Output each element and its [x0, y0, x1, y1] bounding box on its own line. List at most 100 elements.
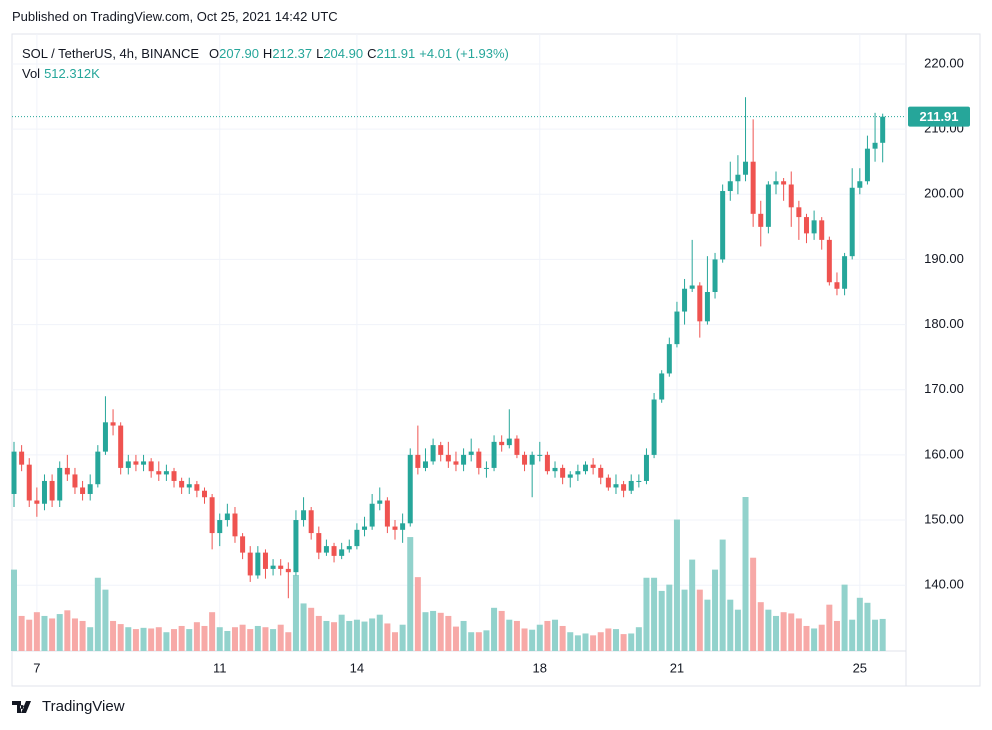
- volume-bar: [719, 539, 726, 651]
- volume-bar: [102, 589, 109, 651]
- candle-body: [788, 184, 794, 208]
- candle-body: [727, 181, 733, 192]
- candle-body: [735, 174, 741, 182]
- legend-row: SOL / TetherUS, 4h, BINANCE O207.90 H212.3…: [22, 44, 513, 64]
- candle-body: [339, 549, 345, 556]
- volume-bar: [33, 612, 40, 651]
- x-tick-label: 7: [33, 660, 40, 675]
- volume-bar: [209, 612, 216, 651]
- candle-body: [179, 480, 185, 488]
- volume-bar: [704, 599, 711, 651]
- volume-bar: [605, 628, 612, 651]
- footer: TradingView: [12, 698, 125, 715]
- volume-bar: [407, 537, 414, 651]
- legend-key: O: [209, 46, 220, 61]
- volume-bar: [148, 628, 155, 651]
- candle-body: [34, 500, 40, 504]
- volume-bar: [681, 589, 688, 651]
- candle-body: [575, 471, 581, 475]
- volume-bar: [483, 630, 490, 651]
- candle-body: [598, 467, 604, 478]
- candle-body: [773, 181, 779, 185]
- volume-bar: [392, 632, 398, 651]
- candle-body: [643, 454, 649, 481]
- candle-body: [415, 454, 421, 468]
- volume-bar: [544, 620, 551, 651]
- volume-bar: [11, 569, 17, 651]
- volume-bar: [818, 624, 825, 651]
- candle-body: [400, 523, 406, 530]
- candle-body: [453, 461, 459, 465]
- volume-bar: [841, 584, 848, 651]
- candle-body: [506, 438, 512, 446]
- candle-body: [803, 217, 809, 234]
- volume-bar: [773, 615, 779, 651]
- volume-bar: [727, 599, 734, 651]
- volume-bar: [460, 620, 467, 651]
- volume-bar: [635, 627, 642, 651]
- candle-body: [842, 256, 848, 289]
- candle-body: [285, 568, 291, 573]
- volume-bar: [193, 622, 200, 651]
- candle-body: [217, 520, 223, 534]
- candle-body: [689, 285, 695, 289]
- candle-body: [468, 451, 474, 455]
- candle-body: [407, 454, 413, 524]
- volume-bar: [79, 620, 86, 651]
- volume-bar: [254, 625, 261, 651]
- candle-body: [537, 454, 543, 456]
- volume-bar: [468, 632, 475, 651]
- candle-body: [19, 451, 25, 465]
- volume-bar: [308, 607, 315, 651]
- volume-bar: [780, 612, 787, 651]
- volume-bar: [879, 618, 886, 651]
- y-tick-label: 140.00: [924, 577, 964, 592]
- candle-body: [49, 480, 55, 501]
- volume-bar: [765, 609, 772, 651]
- volume-bar: [346, 620, 353, 651]
- volume-bar: [742, 497, 749, 651]
- candle-body: [682, 288, 688, 312]
- candle-body: [438, 445, 444, 455]
- candle-body: [293, 520, 299, 573]
- candle-body: [186, 484, 192, 488]
- candle-body: [308, 510, 314, 534]
- candle-body: [712, 259, 718, 293]
- candle-body: [621, 484, 627, 491]
- candle-body: [461, 454, 467, 465]
- volume-bar: [132, 629, 139, 651]
- legend-key: C: [367, 46, 377, 61]
- candle-body: [262, 552, 268, 569]
- candle-body: [171, 471, 177, 481]
- candle-body: [270, 565, 276, 569]
- volume-bar: [567, 632, 574, 651]
- volume-bar: [64, 610, 71, 651]
- volume-bar: [110, 620, 117, 651]
- volume-bar: [552, 619, 559, 651]
- volume-value: 512.312K: [44, 66, 100, 81]
- volume-bar: [414, 577, 421, 651]
- volume-bar: [178, 625, 185, 651]
- volume-bar: [353, 619, 360, 651]
- y-tick-label: 190.00: [924, 251, 964, 266]
- candle-body: [880, 116, 886, 143]
- volume-bar: [41, 615, 48, 651]
- candle-body: [476, 451, 482, 468]
- candle-body: [194, 484, 200, 491]
- candle-body: [202, 490, 207, 498]
- candle-body: [87, 484, 93, 494]
- candle-body: [163, 471, 169, 475]
- volume-bar: [491, 607, 498, 651]
- y-tick-label: 150.00: [924, 511, 964, 526]
- candle-body: [255, 552, 261, 576]
- candle-body: [872, 142, 878, 149]
- volume-bar: [216, 627, 223, 651]
- candle-body: [781, 181, 787, 185]
- volume-bar: [696, 589, 703, 651]
- volume-bar: [338, 614, 345, 651]
- volume-bar: [239, 624, 246, 651]
- volume-bar: [673, 519, 680, 651]
- volume-bar: [788, 613, 795, 651]
- candle-body: [659, 373, 665, 400]
